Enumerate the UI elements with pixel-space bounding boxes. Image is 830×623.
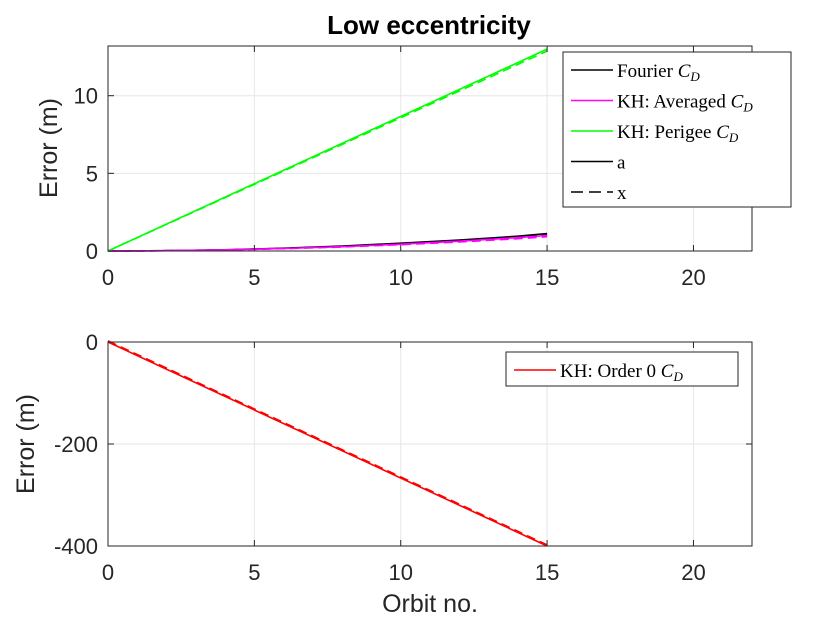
- top-legend: Fourier CD KH: Averaged CD KH: Perigee CD a…: [562, 51, 792, 208]
- x-tick-label: 20: [681, 265, 705, 290]
- x-tick-label: 5: [248, 560, 260, 585]
- legend-label: x: [617, 183, 627, 204]
- x-axis-label: Orbit no.: [382, 590, 478, 618]
- y-tick-label: 0: [86, 239, 98, 264]
- y-tick-label: 10: [74, 84, 98, 109]
- legend-label: a: [617, 153, 626, 174]
- x-tick-label: 10: [388, 560, 412, 585]
- top-y-ticks: 0 5 10: [74, 84, 752, 264]
- y-tick-label: -200: [54, 432, 98, 457]
- x-tick-label: 15: [535, 560, 559, 585]
- series-line-kh-order-0: [107, 341, 548, 547]
- legend-box: [505, 351, 739, 387]
- y-tick-label: 5: [86, 161, 98, 186]
- legend-label: KH: Averaged CD: [617, 92, 753, 115]
- bottom-y-axis-label: Error (m): [12, 394, 40, 494]
- bottom-x-ticks: 0 5 10 15 20: [102, 342, 706, 585]
- x-tick-label: 0: [102, 265, 114, 290]
- x-tick-label: 20: [681, 560, 705, 585]
- legend-label: KH: Order 0 CD: [560, 361, 683, 384]
- x-tick-label: 0: [102, 560, 114, 585]
- series-line-kh-perigee-dashed: [107, 50, 548, 252]
- y-tick-label: -400: [54, 534, 98, 559]
- x-tick-label: 15: [535, 265, 559, 290]
- x-tick-label: 5: [248, 265, 260, 290]
- x-tick-label: 10: [388, 265, 412, 290]
- top-series: [107, 48, 548, 252]
- top-y-axis-label: Error (m): [35, 98, 63, 198]
- series-line-kh-order-0-dashed: [107, 340, 548, 546]
- y-tick-label: 0: [86, 330, 98, 355]
- legend-box: [562, 51, 792, 208]
- bottom-legend: KH: Order 0 CD: [505, 351, 739, 387]
- series-line-kh-averaged-dashed: [107, 235, 548, 252]
- top-x-ticks: 0 5 10 15 20: [102, 46, 706, 290]
- series-line-kh-perigee: [107, 48, 548, 252]
- legend-label: Fourier CD: [617, 61, 700, 84]
- bottom-plot: 0 5 10 15 20 0 -200 -400 Error (m) Orbit no. K…: [12, 330, 753, 618]
- top-plot: 0 5 10 15 20 0 5 10 Error (m) Fourier CD KH: Av…: [35, 45, 792, 290]
- bottom-y-ticks: 0 -200 -400: [54, 330, 752, 559]
- bottom-series: [107, 340, 548, 547]
- legend-label: KH: Perigee CD: [617, 122, 739, 145]
- chart-title: Low eccentricity: [327, 10, 531, 40]
